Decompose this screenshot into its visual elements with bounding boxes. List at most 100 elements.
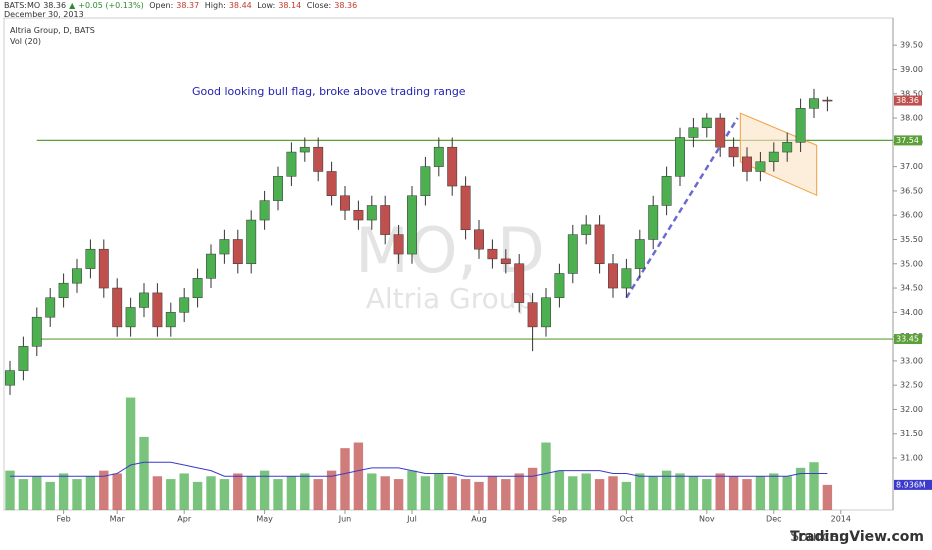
volume-bar: [85, 476, 96, 510]
volume-bar: [541, 442, 551, 510]
volume-bar: [367, 473, 377, 510]
candle-body: [165, 312, 176, 328]
volume-bar: [18, 479, 29, 510]
candle-body: [72, 268, 82, 284]
volume-bar: [166, 479, 176, 510]
low-label: Low:: [257, 1, 276, 10]
volume-bar: [192, 481, 203, 510]
candle-body: [541, 297, 551, 328]
y-tick-label: 33.00: [900, 356, 923, 365]
candle-body: [661, 176, 672, 206]
volume-bar: [45, 481, 55, 510]
candle-body: [112, 287, 123, 328]
hline-label: 33.45: [896, 335, 919, 344]
volume-bar: [407, 470, 417, 510]
candle-body: [353, 210, 364, 221]
price-label: 38.36: [896, 96, 919, 105]
candle-body: [18, 346, 29, 371]
x-tick-label: May: [256, 515, 273, 524]
x-tick-label: Mar: [110, 515, 126, 524]
volume-bar: [179, 473, 189, 510]
study-label: Altria Group, D, BATS: [10, 26, 95, 35]
candle-body: [407, 195, 417, 255]
candle-body: [380, 205, 391, 235]
candle-body: [688, 127, 699, 138]
candle-body: [514, 263, 525, 303]
candle-body: [474, 229, 484, 250]
volume-bar: [5, 470, 15, 510]
candle-body: [313, 146, 324, 172]
volume-bar: [273, 479, 283, 510]
candle-body: [594, 224, 605, 265]
y-tick-label: 35.50: [900, 235, 923, 244]
candle-body: [179, 297, 190, 313]
volume-bar: [152, 476, 163, 510]
candle-body: [286, 151, 297, 177]
volume-label: 8.936M: [896, 480, 926, 489]
hline-label-box: [894, 334, 922, 345]
y-tick-label: 35.00: [900, 259, 923, 268]
candle-body: [500, 258, 511, 265]
volume-bar: [809, 462, 819, 510]
y-tick-label: 39.50: [900, 41, 923, 50]
volume-bar: [286, 476, 297, 510]
volume-bar: [326, 470, 337, 510]
candle-body: [581, 224, 592, 235]
candle-body: [621, 268, 632, 289]
volume-bar: [434, 473, 444, 510]
candle-body: [460, 185, 471, 231]
volume-bar: [380, 476, 390, 510]
volume-bar: [206, 476, 216, 510]
volume-bar: [474, 481, 484, 510]
y-tick-label: 34.00: [900, 308, 923, 317]
candle-body: [755, 161, 766, 172]
candle-body: [487, 248, 498, 260]
x-tick-label: Nov: [699, 515, 715, 524]
candle-body: [567, 234, 578, 274]
candle-body: [326, 171, 337, 197]
y-tick-label: 31.50: [900, 429, 923, 438]
y-tick-label: 36.50: [900, 186, 923, 195]
volume-bar: [32, 476, 42, 510]
candle-body: [768, 151, 779, 163]
change-arrow: ▲: [69, 1, 76, 10]
volume-bar: [661, 470, 672, 510]
volume-bar: [300, 473, 310, 510]
volume-bar: [460, 479, 471, 510]
candle-body: [634, 239, 645, 269]
candle-body: [809, 98, 819, 109]
close-value: 38.36: [334, 1, 358, 10]
hline-label-box: [894, 135, 922, 146]
volume-bar: [420, 476, 431, 510]
candle-body: [152, 292, 163, 328]
close-label: Close:: [306, 1, 332, 10]
volume-bar: [795, 467, 806, 510]
candle-body: [420, 166, 431, 197]
candle-body: [554, 273, 565, 299]
high-label: High:: [204, 1, 226, 10]
candle-body: [608, 263, 618, 289]
candle-body: [675, 137, 685, 177]
y-tick-label: 32.00: [900, 405, 923, 414]
open-value: 38.37: [176, 1, 200, 10]
candle-body: [447, 146, 458, 187]
x-tick-label: Aug: [471, 515, 487, 524]
volume-bar: [487, 476, 498, 510]
candle-body: [648, 205, 659, 240]
volume-bar: [648, 476, 658, 510]
trend-line: [625, 117, 739, 299]
change: +0.05 (+0.13%): [78, 1, 144, 10]
open-label: Open:: [149, 1, 174, 10]
volume-bar: [527, 467, 538, 510]
watermark-name: Altria Group: [366, 282, 535, 315]
candle-body: [31, 316, 42, 347]
price: 38.36: [43, 1, 67, 10]
candle-body: [527, 302, 538, 328]
annotation: Good looking bull flag, broke above trad…: [192, 85, 466, 98]
x-tick-label: Jul: [406, 515, 417, 524]
volume-bar: [769, 473, 779, 510]
candle-body: [232, 239, 243, 265]
source-label: Source:: [790, 529, 843, 545]
